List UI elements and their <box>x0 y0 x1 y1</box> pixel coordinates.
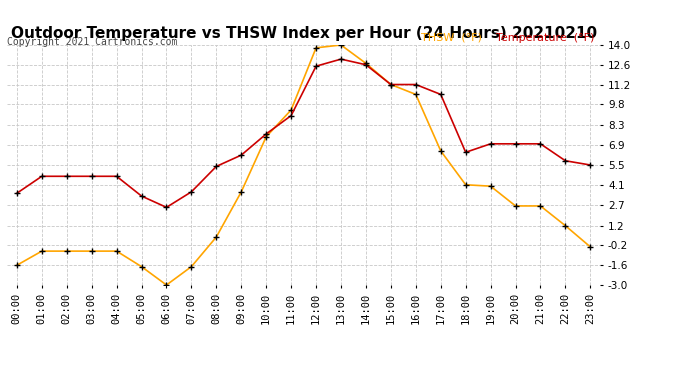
THSW  (°F) <box>412 92 420 97</box>
Line: THSW  (°F): THSW (°F) <box>13 42 594 288</box>
THSW  (°F) <box>586 244 595 249</box>
Temperature  (°F) <box>511 142 520 146</box>
Temperature  (°F) <box>437 92 445 97</box>
THSW  (°F) <box>137 264 146 269</box>
THSW  (°F) <box>287 108 295 112</box>
THSW  (°F) <box>337 43 345 47</box>
Text: Copyright 2021 Cartronics.com: Copyright 2021 Cartronics.com <box>7 37 177 46</box>
THSW  (°F) <box>312 46 320 50</box>
THSW  (°F) <box>362 61 370 66</box>
Temperature  (°F) <box>38 174 46 178</box>
Temperature  (°F) <box>137 194 146 198</box>
Temperature  (°F) <box>187 190 195 194</box>
THSW  (°F) <box>486 184 495 188</box>
Temperature  (°F) <box>462 150 470 154</box>
Temperature  (°F) <box>162 205 170 210</box>
THSW  (°F) <box>12 263 21 267</box>
Temperature  (°F) <box>386 82 395 87</box>
THSW  (°F) <box>162 283 170 287</box>
THSW  (°F) <box>38 249 46 254</box>
THSW  (°F) <box>462 183 470 187</box>
THSW  (°F) <box>88 249 96 254</box>
THSW  (°F) <box>561 224 569 228</box>
Temperature  (°F) <box>287 113 295 118</box>
Temperature  (°F) <box>561 159 569 163</box>
THSW  (°F) <box>386 82 395 87</box>
Temperature  (°F) <box>63 174 71 178</box>
THSW  (°F) <box>536 204 544 208</box>
THSW  (°F) <box>511 204 520 208</box>
Line: Temperature  (°F): Temperature (°F) <box>13 56 594 211</box>
THSW  (°F) <box>213 235 221 239</box>
Temperature  (°F) <box>337 57 345 62</box>
THSW  (°F) <box>437 148 445 153</box>
Legend: THSW  (°F), Temperature  (°F): THSW (°F), Temperature (°F) <box>412 33 595 42</box>
THSW  (°F) <box>63 249 71 254</box>
THSW  (°F) <box>112 249 121 254</box>
THSW  (°F) <box>262 135 270 139</box>
Temperature  (°F) <box>312 64 320 68</box>
Title: Outdoor Temperature vs THSW Index per Hour (24 Hours) 20210210: Outdoor Temperature vs THSW Index per Ho… <box>10 26 597 41</box>
Temperature  (°F) <box>586 163 595 167</box>
Temperature  (°F) <box>262 132 270 136</box>
Temperature  (°F) <box>536 142 544 146</box>
THSW  (°F) <box>187 264 195 269</box>
Temperature  (°F) <box>213 164 221 169</box>
Temperature  (°F) <box>237 153 246 158</box>
Temperature  (°F) <box>412 82 420 87</box>
THSW  (°F) <box>237 190 246 194</box>
Temperature  (°F) <box>362 63 370 67</box>
Temperature  (°F) <box>88 174 96 178</box>
Temperature  (°F) <box>486 142 495 146</box>
Temperature  (°F) <box>12 191 21 195</box>
Temperature  (°F) <box>112 174 121 178</box>
